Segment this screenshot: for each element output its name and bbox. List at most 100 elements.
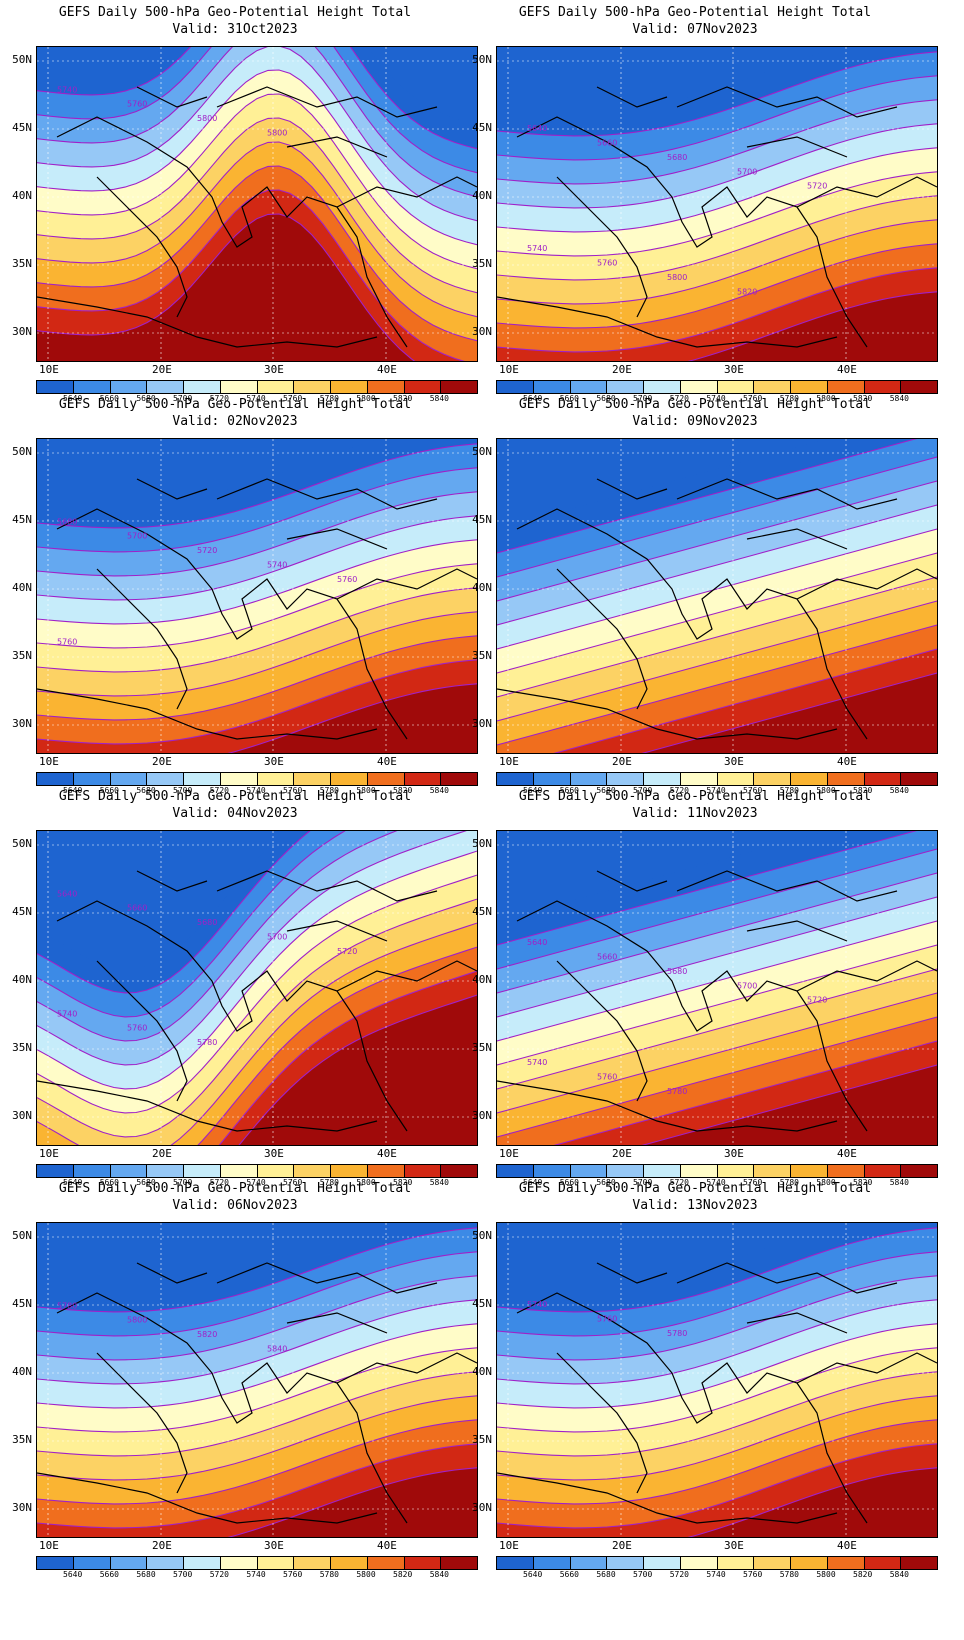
colorbar-label: 5680: [136, 1570, 156, 1579]
colorbar-swatch: [791, 1557, 828, 1569]
lat-tick-label: 30N: [472, 1109, 492, 1122]
colorbar-label: 5700: [173, 1178, 193, 1187]
height-map: 5740 5760 5800 5800: [36, 46, 478, 362]
lat-tick-label: 40N: [472, 1365, 492, 1378]
colorbar-label: 5640: [523, 786, 543, 795]
colorbar-swatch: [294, 381, 331, 393]
colorbar-swatch: [257, 1557, 295, 1569]
height-contour: [37, 1419, 477, 1505]
coastline: [37, 1262, 477, 1524]
map-panel: GEFS Daily 500-hPa Geo-Potential Height …: [0, 392, 478, 802]
colorbar-label: 5780: [779, 394, 799, 403]
colorbar-label: 5700: [633, 1178, 653, 1187]
map-panel: GEFS Daily 500-hPa Geo-Potential Height …: [0, 0, 478, 410]
height-contour: [37, 1299, 477, 1385]
lat-tick-label: 30N: [12, 717, 32, 730]
colorbar-swatch: [331, 1165, 368, 1177]
colorbar-swatch: [367, 773, 405, 785]
colorbar-label: 5680: [136, 1178, 156, 1187]
height-contour: [37, 47, 477, 198]
height-contour: [687, 1467, 937, 1537]
colorbar: [496, 1164, 938, 1178]
colorbar-label: 5640: [63, 1570, 83, 1579]
lon-tick-label: 10E: [39, 1147, 59, 1160]
panel-title-text: GEFS Daily 500-hPa Geo-Potential Height …: [518, 789, 872, 804]
colorbar-swatch: [73, 1165, 111, 1177]
colorbar-label: 5700: [633, 786, 653, 795]
colorbar-label: 5740: [706, 1178, 726, 1187]
contour-label: 5780: [197, 1038, 217, 1047]
colorbar-swatch: [73, 773, 111, 785]
colorbar-swatch: [901, 1557, 937, 1569]
height-contour: [497, 243, 937, 329]
colorbar-label: 5700: [173, 394, 193, 403]
contour-label: 5740: [267, 561, 287, 570]
height-band: [37, 214, 415, 361]
colorbar-swatch: [404, 1165, 442, 1177]
lon-tick-label: 10E: [499, 363, 519, 376]
colorbar-swatch: [331, 1557, 368, 1569]
height-contour: [497, 1227, 937, 1313]
colorbar-swatch: [864, 381, 902, 393]
height-contour: [497, 1251, 937, 1337]
lon-tick-label: 40E: [837, 363, 857, 376]
height-contour: [37, 831, 311, 994]
height-field-svg: 5740 5760 5800 5800: [37, 47, 477, 361]
colorbar-label: 5840: [429, 1178, 449, 1187]
height-contour: [497, 1016, 937, 1138]
height-contour: [553, 1040, 937, 1145]
height-contour: [37, 922, 477, 1145]
panel-valid-date: Valid: 13Nov2023: [632, 1198, 758, 1213]
colorbar-label: 5680: [596, 786, 616, 795]
colorbar-label: 5820: [853, 1570, 873, 1579]
colorbar-swatch: [110, 381, 148, 393]
colorbar-swatch: [644, 1557, 681, 1569]
lon-tick-label: 10E: [499, 755, 519, 768]
height-contour: [641, 1064, 937, 1145]
panel-valid-date: Valid: 11Nov2023: [632, 806, 758, 821]
lat-tick-label: 35N: [12, 649, 32, 662]
colorbar-swatch: [220, 773, 258, 785]
colorbar-labels: 5640 5660 5680 5700 5720 5740 5760 5780 5800 5820…: [36, 786, 476, 798]
colorbar-swatch: [404, 773, 442, 785]
colorbar-label: 5680: [596, 394, 616, 403]
colorbar-swatch: [37, 1165, 74, 1177]
colorbar-swatch: [901, 381, 937, 393]
height-contour: [497, 944, 937, 1066]
height-contour: [497, 504, 937, 626]
colorbar: [496, 772, 938, 786]
height-contour: [37, 587, 477, 673]
colorbar-label: 5820: [393, 786, 413, 795]
colorbar-label: 5780: [319, 1178, 339, 1187]
lon-tick-label: 40E: [377, 363, 397, 376]
panel-title-text: GEFS Daily 500-hPa Geo-Potential Height …: [518, 397, 872, 412]
colorbar-label: 5640: [523, 1178, 543, 1187]
lon-tick-label: 20E: [152, 1539, 172, 1552]
lat-tick-label: 45N: [12, 513, 32, 526]
contour-label: 5800: [267, 129, 287, 138]
lat-tick-label: 50N: [472, 445, 492, 458]
lat-tick-label: 45N: [472, 121, 492, 134]
height-contour: [227, 683, 477, 753]
colorbar-label: 5760: [283, 1178, 303, 1187]
colorbar: [36, 380, 478, 394]
colorbar-label: 5640: [63, 1178, 83, 1187]
colorbar-swatch: [37, 773, 74, 785]
lon-tick-label: 10E: [39, 1539, 59, 1552]
colorbar-swatch: [147, 1165, 184, 1177]
height-contour: [37, 1275, 477, 1361]
height-contour: [37, 831, 346, 1018]
colorbar-labels: 5640 5660 5680 5700 5720 5740 5760 5780 5800 5820…: [496, 786, 936, 798]
colorbar-label: 5780: [779, 1570, 799, 1579]
colorbar-label: 5660: [559, 1570, 579, 1579]
colorbar-swatch: [73, 1557, 111, 1569]
height-field-svg: [497, 439, 937, 753]
lat-tick-label: 35N: [12, 257, 32, 270]
lon-tick-label: 40E: [377, 755, 397, 768]
colorbar-label: 5800: [356, 1570, 376, 1579]
lon-tick-label: 40E: [837, 1147, 857, 1160]
contour-label: 5760: [127, 1024, 147, 1033]
colorbar-swatch: [147, 1557, 184, 1569]
colorbar-swatch: [331, 773, 368, 785]
height-contour: [497, 624, 937, 746]
